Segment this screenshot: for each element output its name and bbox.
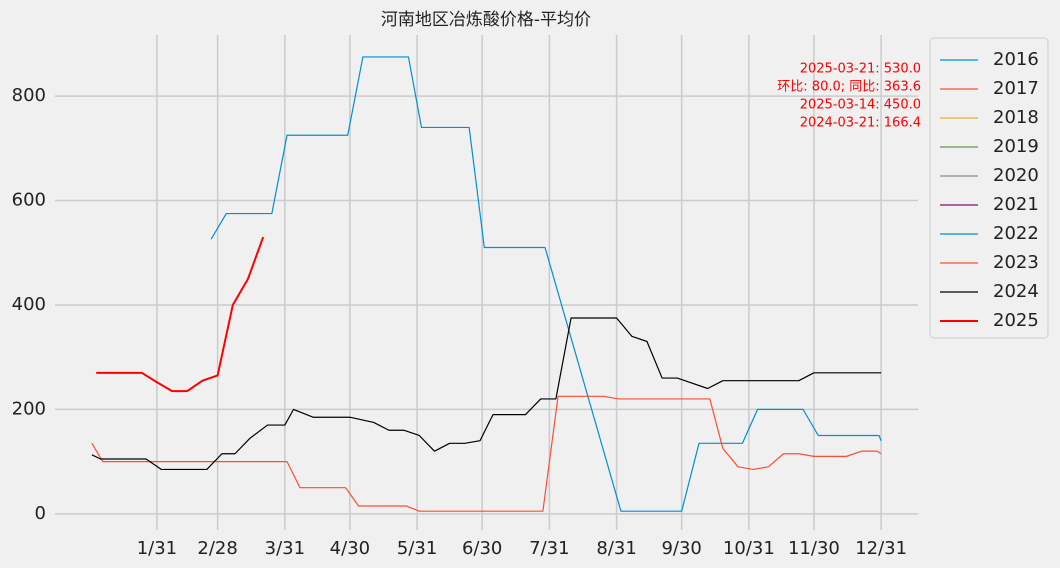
legend-label: 2021 <box>993 194 1039 215</box>
x-tick-label: 10/31 <box>723 538 775 559</box>
annotation: 环比: 80.0; 同比: 363.6 <box>777 80 921 95</box>
legend-label: 2025 <box>993 310 1039 331</box>
annotation: 2024-03-21: 166.4 <box>800 116 921 131</box>
legend-label: 2023 <box>993 252 1039 273</box>
x-tick-label: 5/31 <box>397 538 437 559</box>
legend-label: 2018 <box>993 107 1039 128</box>
x-tick-label: 8/31 <box>596 538 636 559</box>
legend-label: 2024 <box>993 281 1039 302</box>
line-series <box>96 236 265 393</box>
y-tick-label: 0 <box>35 503 46 524</box>
annotation: 2025-03-21: 530.0 <box>800 62 921 77</box>
x-tick-label: 6/30 <box>462 538 502 559</box>
x-tick-label: 3/31 <box>265 538 305 559</box>
y-tick-label: 800 <box>12 85 46 106</box>
line-series <box>91 317 882 471</box>
y-tick-label: 400 <box>12 294 46 315</box>
legend-label: 2019 <box>993 136 1039 157</box>
x-tick-label: 1/31 <box>137 538 177 559</box>
legend-label: 2022 <box>993 223 1039 244</box>
y-tick-label: 200 <box>12 398 46 419</box>
line-series <box>91 395 882 512</box>
legend-label: 2017 <box>993 78 1039 99</box>
line-series <box>210 56 882 512</box>
legend-label: 2020 <box>993 165 1039 186</box>
y-tick-label: 600 <box>12 190 46 211</box>
x-tick-label: 7/31 <box>529 538 569 559</box>
annotation: 2025-03-14: 450.0 <box>800 98 921 113</box>
x-tick-label: 12/31 <box>855 538 907 559</box>
legend-label: 2016 <box>993 49 1039 70</box>
chart-title: 河南地区冶炼酸价格-平均价 <box>381 10 591 30</box>
x-tick-label: 11/30 <box>788 538 840 559</box>
x-tick-label: 4/30 <box>330 538 370 559</box>
x-tick-label: 9/30 <box>661 538 701 559</box>
x-tick-label: 2/28 <box>197 538 237 559</box>
